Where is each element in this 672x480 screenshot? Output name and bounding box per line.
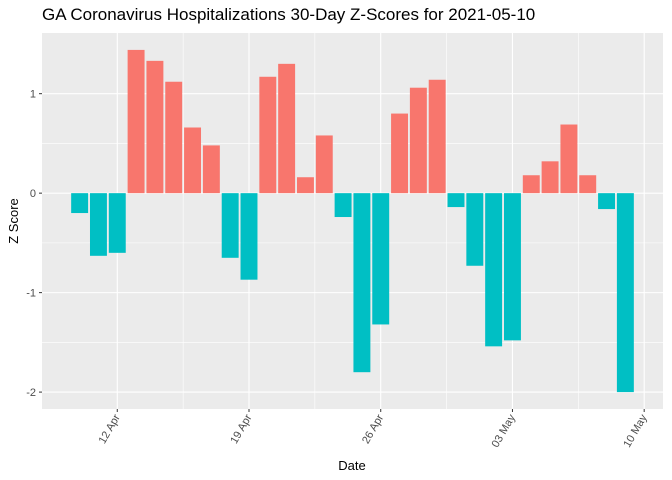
bar <box>221 193 239 258</box>
x-tick-label: 03 May <box>490 412 519 450</box>
bar <box>503 193 521 341</box>
bar <box>372 193 390 325</box>
bar <box>522 175 540 194</box>
bar <box>334 193 352 218</box>
bar <box>259 76 277 194</box>
bar <box>165 81 183 194</box>
x-tick-label: 10 May <box>621 412 650 450</box>
y-tick-label: 0 <box>30 188 36 200</box>
bar <box>428 79 446 194</box>
bars <box>71 49 634 393</box>
panel <box>42 33 663 409</box>
bar <box>89 193 107 256</box>
bar <box>616 193 634 393</box>
y-axis-label: Z Score <box>6 198 21 244</box>
bar <box>240 193 258 280</box>
bar <box>127 49 145 194</box>
bar <box>409 87 427 194</box>
bar <box>296 177 314 194</box>
bar <box>353 193 371 373</box>
bar <box>278 63 296 194</box>
y-tick-label: 1 <box>30 89 36 101</box>
bar <box>579 175 597 194</box>
bar <box>598 193 616 210</box>
bar <box>71 193 89 214</box>
chart-title: GA Coronavirus Hospitalizations 30-Day Z… <box>42 5 535 24</box>
bar <box>146 60 164 194</box>
bar <box>315 135 333 194</box>
bar <box>466 193 484 266</box>
bar <box>184 127 202 194</box>
x-tick-label: 19 Apr <box>228 412 254 446</box>
bar <box>541 161 559 194</box>
x-tick-label: 26 Apr <box>360 412 386 446</box>
bar <box>108 193 126 253</box>
bar <box>560 124 578 194</box>
y-tick-label: -2 <box>26 387 36 399</box>
x-axis-label: Date <box>338 458 365 473</box>
bar <box>202 145 220 194</box>
bar <box>391 113 409 194</box>
bar <box>447 193 465 208</box>
bar <box>485 193 503 347</box>
x-tick-label: 12 Apr <box>97 412 123 446</box>
y-tick-label: -1 <box>26 288 36 300</box>
